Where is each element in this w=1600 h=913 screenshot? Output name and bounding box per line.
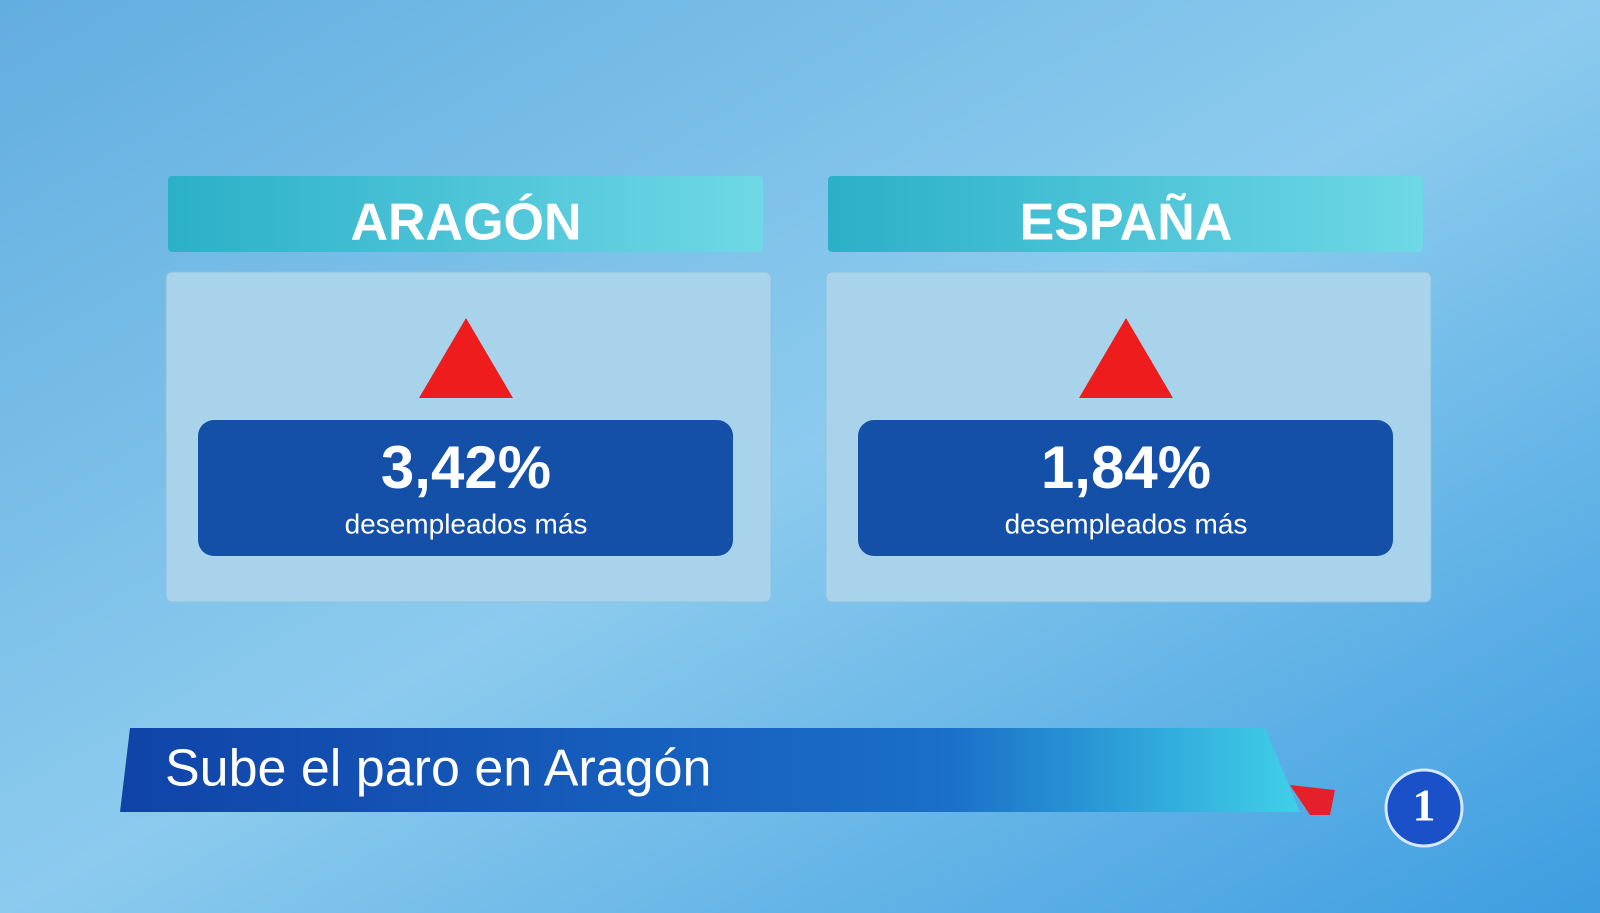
headline-bar — [120, 728, 1300, 812]
up-triangle — [419, 318, 513, 398]
up-triangle — [1079, 318, 1173, 398]
logo: 1 — [1413, 780, 1436, 831]
panels: ARAGÓN 3,42% desempleados más ESPAÑA 1,84% de… — [165, 176, 1432, 603]
caption: desempleados más — [345, 508, 588, 539]
headline: Sube el paro en Aragón — [165, 740, 711, 798]
value-box — [858, 420, 1393, 556]
caption: desempleados más — [1005, 508, 1248, 539]
panel-header — [168, 176, 763, 252]
logo-circle — [1384, 768, 1464, 848]
region-label: ESPAÑA — [1020, 193, 1233, 252]
value: 1,84% — [1041, 434, 1211, 501]
red-marker — [1290, 785, 1335, 815]
region-label: ARAGÓN — [350, 194, 581, 252]
panel-header — [828, 176, 1423, 252]
value-box — [198, 420, 733, 556]
value: 3,42% — [381, 434, 551, 501]
